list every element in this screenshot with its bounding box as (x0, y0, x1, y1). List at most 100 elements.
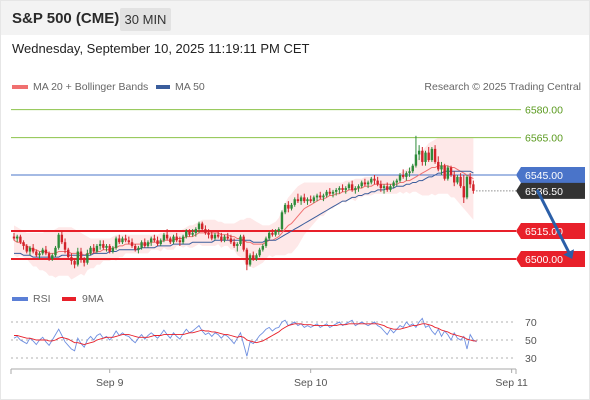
candle (414, 135, 418, 168)
rsi-panel: 70 50 30 (11, 317, 537, 365)
candle (92, 244, 95, 254)
candle (108, 244, 111, 254)
candle (449, 165, 453, 177)
candle (354, 186, 357, 194)
candle (309, 195, 312, 203)
candle (242, 234, 245, 252)
candle (54, 245, 57, 258)
candle (417, 145, 421, 161)
candle (360, 180, 363, 189)
candle (252, 251, 255, 261)
candle (153, 234, 156, 243)
candle (197, 221, 201, 233)
rsi-ma-legend-swatch (62, 297, 76, 301)
candle (38, 251, 41, 259)
candle (437, 156, 440, 172)
level-tag-6545.00 (516, 167, 585, 183)
ma20-legend-swatch (12, 85, 28, 89)
candle (395, 178, 398, 187)
candle (143, 238, 146, 248)
ma50-legend-label: MA 50 (175, 81, 205, 93)
candle (344, 186, 347, 194)
candle (63, 238, 67, 254)
candle (280, 210, 284, 231)
candle (248, 253, 252, 267)
candle (188, 229, 191, 237)
candle (379, 180, 383, 192)
candle (25, 244, 28, 254)
candle (210, 231, 213, 241)
candle (271, 229, 274, 237)
candle (328, 188, 332, 196)
candle (19, 234, 22, 245)
candle (175, 232, 178, 243)
candle (264, 236, 268, 248)
candle (370, 176, 373, 185)
candle (424, 150, 427, 166)
candle (366, 180, 370, 189)
candle (386, 182, 389, 192)
candle (89, 245, 92, 256)
candle (76, 247, 79, 267)
candle (220, 232, 223, 243)
candle (357, 184, 360, 192)
candle (44, 245, 48, 256)
candlesticks-layer (12, 135, 475, 271)
projection-arrow-head (563, 249, 574, 259)
candle (127, 236, 131, 245)
instrument-title: S&P 500 (CME) (12, 10, 120, 27)
candle (258, 247, 261, 258)
candle (232, 238, 236, 248)
level-label-6565.00: 6565.00 (525, 133, 563, 145)
candle (440, 161, 443, 175)
candle (443, 163, 446, 181)
candle (194, 227, 198, 237)
candle (28, 245, 32, 256)
candle (213, 232, 217, 241)
candle (331, 189, 335, 198)
candle (268, 231, 271, 241)
candle (236, 242, 239, 252)
candle (185, 229, 188, 239)
ma20-legend-label: MA 20 + Bollinger Bands (33, 81, 148, 93)
candle (22, 240, 25, 250)
candle (47, 251, 51, 261)
rsi-legend-swatch (12, 297, 28, 301)
candle (73, 259, 76, 269)
candle (216, 231, 220, 239)
interval-button[interactable]: 30 MIN (120, 8, 171, 31)
candle (98, 240, 102, 250)
candle (347, 182, 351, 190)
candle (306, 197, 309, 205)
level-label-6545.00: 6545.00 (525, 170, 563, 182)
candle (283, 203, 287, 215)
candle (102, 240, 105, 250)
candle (15, 234, 19, 243)
candle (433, 145, 437, 164)
rsi-legend-label: RSI (33, 293, 51, 305)
candle (162, 232, 166, 243)
candle (465, 175, 469, 200)
last-price-tag (516, 182, 585, 199)
candle (239, 234, 242, 246)
candle (401, 169, 405, 179)
candle (456, 175, 459, 185)
candle (130, 238, 134, 248)
candle (373, 175, 376, 185)
candle (118, 234, 121, 245)
candle (86, 249, 89, 265)
candle (472, 180, 475, 194)
candle (430, 147, 434, 162)
candle (325, 189, 328, 198)
candle (462, 175, 465, 203)
level-label-6515.00: 6515.00 (525, 226, 563, 238)
candle (67, 247, 70, 259)
candle (382, 184, 386, 194)
price-levels-layer (11, 109, 516, 260)
candle (245, 247, 249, 271)
candle (201, 221, 204, 231)
x-tick-label: Sep 10 (294, 377, 327, 389)
projection-arrow-shaft (535, 189, 570, 253)
candle (79, 247, 83, 263)
